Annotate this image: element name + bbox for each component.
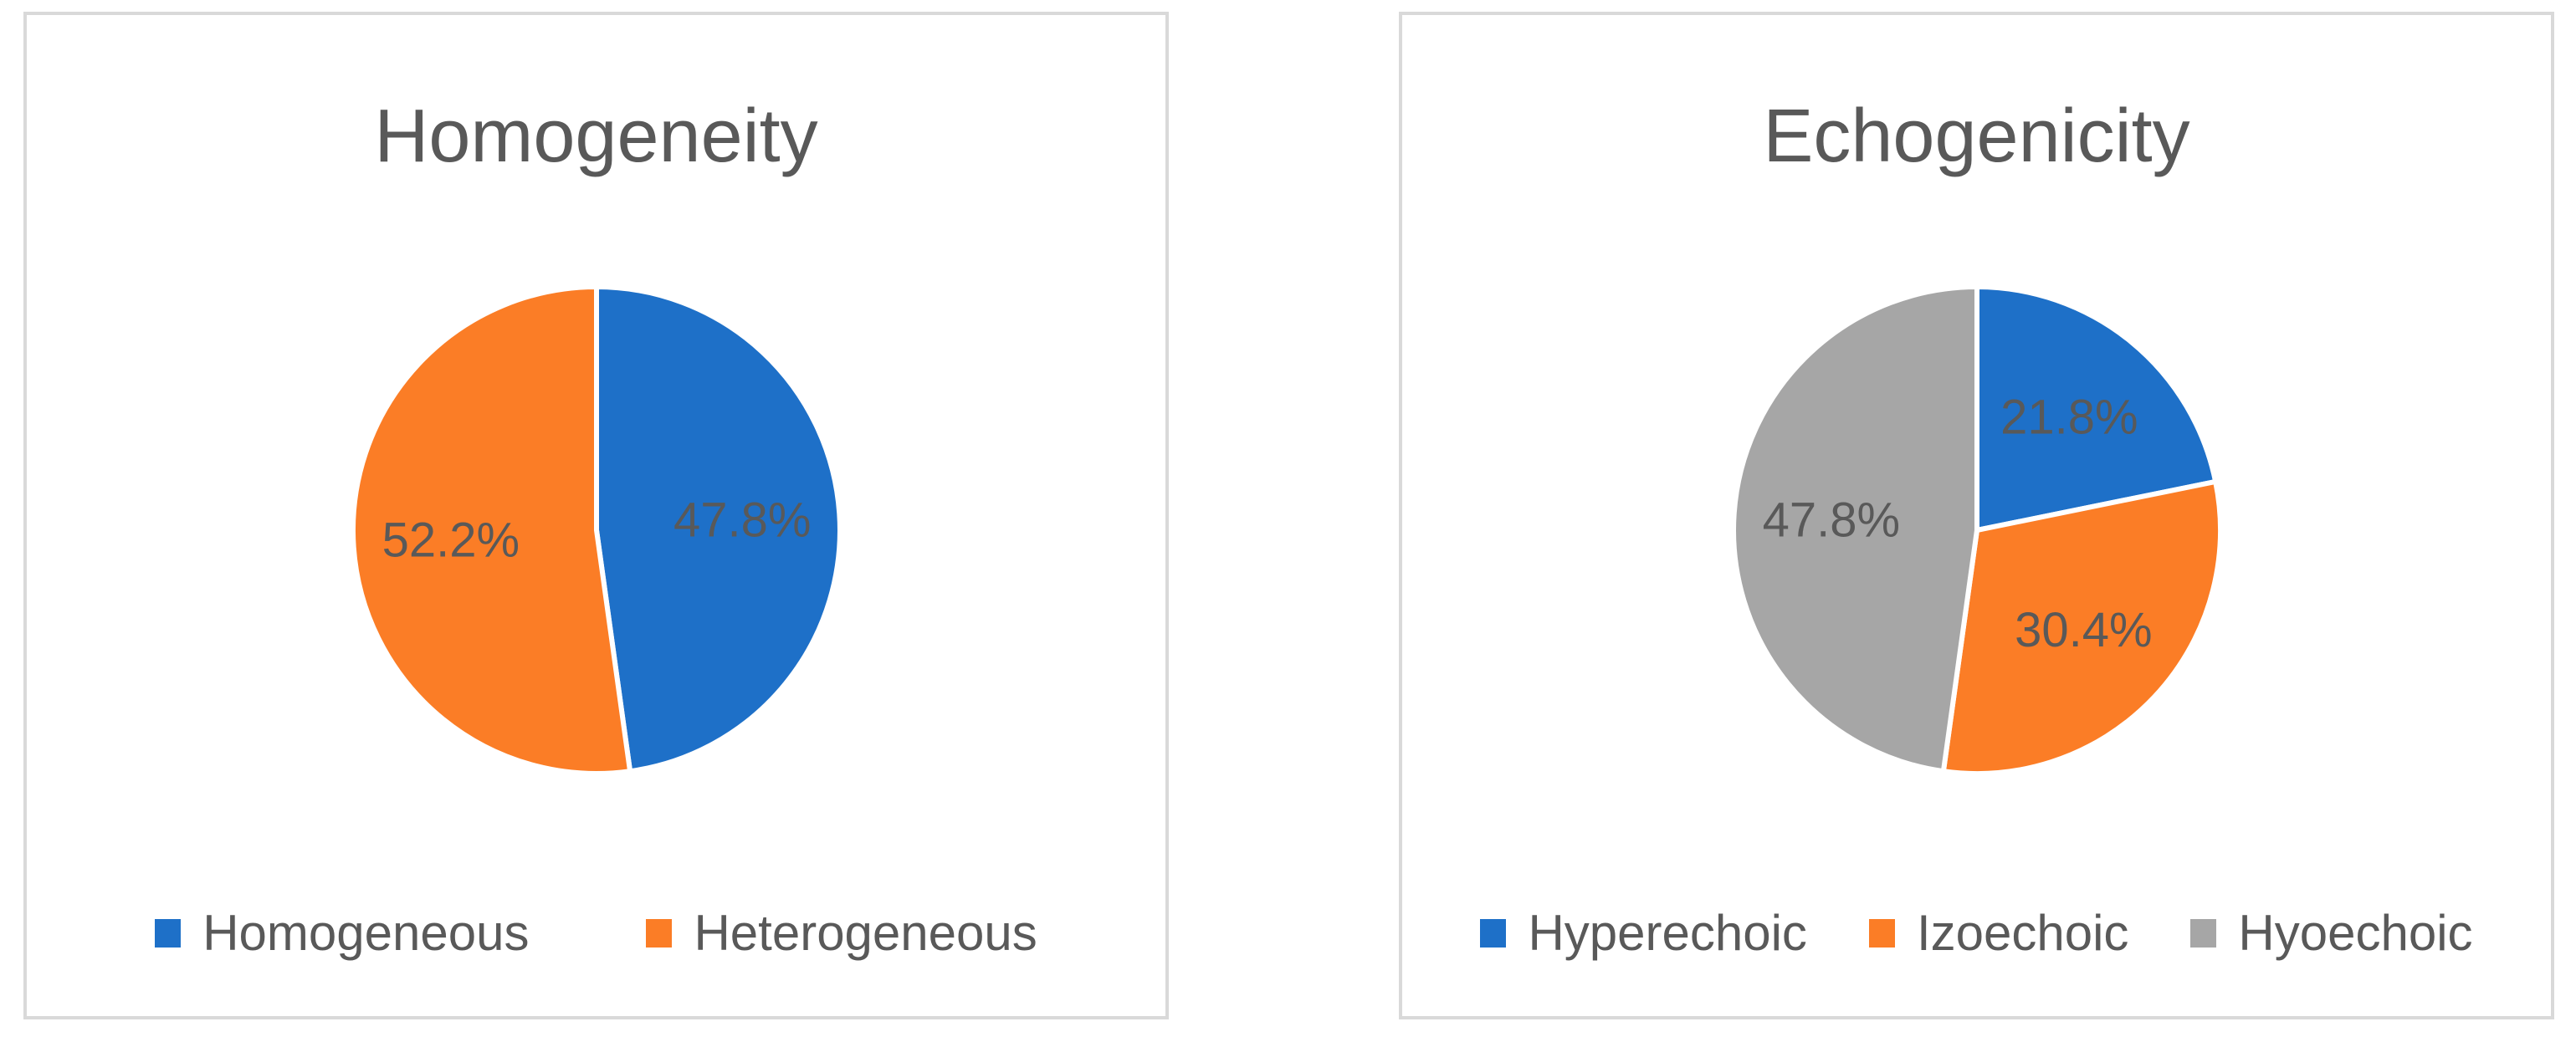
homogeneity-pie-chart: 47.8% 52.2%: [350, 284, 842, 776]
pie-slice-izoechoic: [1940, 478, 2223, 776]
chart-title-echogenicity: Echogenicity: [1763, 94, 2190, 178]
legend-swatch-icon: [155, 919, 182, 948]
legend-item-izoechoic: Izoechoic: [1868, 903, 2129, 963]
legend-swatch-icon: [2190, 919, 2217, 948]
homogeneity-legend: Homogeneous Heterogeneous: [27, 903, 1165, 963]
legend-swatch-icon: [646, 919, 673, 948]
legend-swatch-icon: [1868, 919, 1895, 948]
legend-item-hyperechoic: Hyperechoic: [1480, 903, 1807, 963]
data-label-izoechoic: 30.4%: [2015, 603, 2152, 657]
legend-item-heterogeneous: Heterogeneous: [646, 903, 1037, 963]
pie-slice-heterogeneous: [350, 284, 632, 776]
legend-label: Heterogeneous: [694, 905, 1037, 961]
pie-slice-homogeneous: [593, 284, 842, 774]
legend-label: Izoechoic: [1916, 905, 2129, 961]
data-label-hyoechoic: 47.8%: [1762, 493, 1899, 547]
legend-swatch-icon: [1480, 919, 1507, 948]
legend-label: Hyperechoic: [1528, 905, 1807, 961]
homogeneity-chart-panel: Homogeneity 47.8% 52.2% Homogeneous Hetero…: [23, 12, 1169, 1019]
legend-label: Hyoechoic: [2238, 905, 2473, 961]
pie-slice-hyperechoic: [1974, 284, 2218, 533]
echogenicity-pie-chart: 21.8% 30.4% 47.8%: [1730, 284, 2223, 776]
echogenicity-legend: Hyperechoic Izoechoic Hyoechoic: [1402, 903, 2551, 963]
chart-title-homogeneity: Homogeneity: [374, 94, 818, 178]
data-label-heterogeneous: 52.2%: [382, 513, 519, 568]
legend-label: Homogeneous: [202, 905, 530, 961]
data-label-homogeneous: 47.8%: [673, 493, 810, 547]
legend-item-homogeneous: Homogeneous: [155, 903, 529, 963]
echogenicity-chart-panel: Echogenicity 21.8% 30.4% 47.8% Hyperechoic…: [1399, 12, 2554, 1019]
data-label-hyperechoic: 21.8%: [2000, 390, 2138, 444]
pie-slice-hyoechoic: [1730, 284, 1979, 774]
legend-item-hyoechoic: Hyoechoic: [2190, 903, 2473, 963]
